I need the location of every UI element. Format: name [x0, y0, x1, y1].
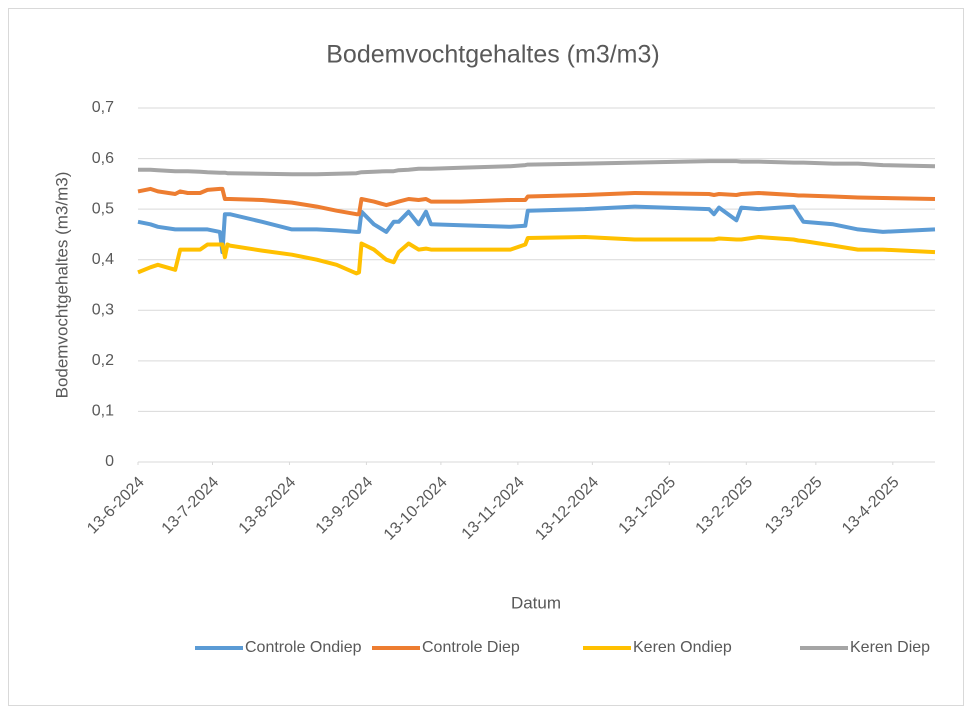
y-tick-label: 0,2	[92, 352, 114, 369]
series-line	[138, 159, 936, 177]
x-axis-title: Datum	[511, 593, 561, 612]
y-tick-label: 0,6	[92, 150, 114, 167]
y-tick-label: 0,5	[92, 200, 114, 217]
legend-label: Keren Ondiep	[633, 639, 732, 656]
y-tick-label: 0	[105, 453, 114, 470]
series-line	[137, 235, 936, 276]
chart-border	[8, 8, 964, 706]
y-axis-title: Bodemvochtgehaltes (m3/m3)	[52, 172, 71, 399]
chart-title: Bodemvochtgehaltes (m3/m3)	[326, 41, 659, 69]
series-line	[137, 204, 936, 255]
legend-label: Keren Diep	[850, 639, 930, 656]
y-tick-label: 0,3	[92, 302, 114, 319]
legend-label: Controle Ondiep	[245, 639, 362, 656]
y-tick-label: 0,4	[92, 251, 114, 268]
legend-label: Controle Diep	[422, 639, 520, 656]
series-line	[137, 186, 936, 217]
y-tick-label: 0,7	[92, 99, 114, 116]
y-tick-label: 0,1	[92, 403, 114, 420]
